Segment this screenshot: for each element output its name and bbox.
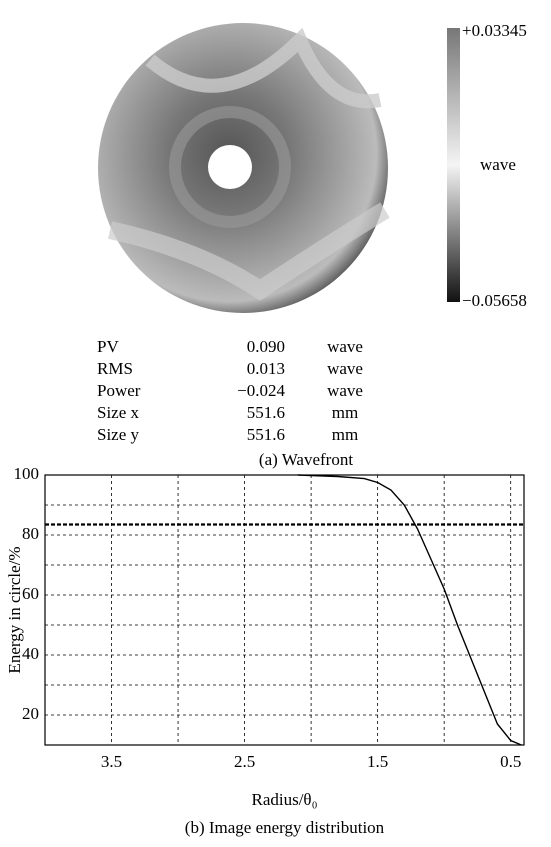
y-axis-label: Energy in circle/% [5,546,24,673]
colorbar [447,28,460,302]
stat-unit: wave [327,381,363,400]
stat-unit: wave [327,359,363,378]
stat-value: 551.6 [247,403,285,422]
caption: (a) Wavefront [259,450,353,469]
x-axis-label: Radius/θ₀ [251,790,317,809]
y-tick-label: 100 [14,464,40,483]
y-tick-label: 20 [22,704,39,723]
stat-value: 0.090 [247,337,285,356]
stat-label: Size y [97,425,140,444]
x-tick-label: 2.5 [234,752,255,771]
chart: 20 40 60 80 100 3.5 2.5 1.5 0.5 Radius/θ₀ Energy i… [5,464,525,837]
stat-value: −0.024 [237,381,285,400]
plot-frame [44,474,525,746]
y-tick-label: 60 [22,584,39,603]
caption: (b) Image energy distribution [185,818,385,837]
stat-label: PV [97,337,119,356]
y-tick-label: 80 [22,524,39,543]
data-line [297,474,522,746]
stat-label: Size x [97,403,140,422]
stat-unit: mm [332,403,358,422]
colorbar-max: +0.03345 [462,21,527,40]
y-tick-label: 40 [22,644,39,663]
x-tick-label: 3.5 [101,752,122,771]
stat-value: 0.013 [247,359,285,378]
stat-label: RMS [97,359,133,378]
x-tick-label: 1.5 [367,752,388,771]
stat-value: 551.6 [247,425,285,444]
stat-unit: mm [332,425,358,444]
stat-label: Power [97,381,141,400]
colorbar-unit: wave [480,155,516,174]
colorbar-min: −0.05658 [462,291,527,310]
stat-unit: wave [327,337,363,356]
x-tick-label: 0.5 [500,752,521,771]
stats-table: PV 0.090 wave RMS 0.013 wave Power −0.024 wave Si… [97,337,363,444]
wavefront-map [98,23,390,313]
